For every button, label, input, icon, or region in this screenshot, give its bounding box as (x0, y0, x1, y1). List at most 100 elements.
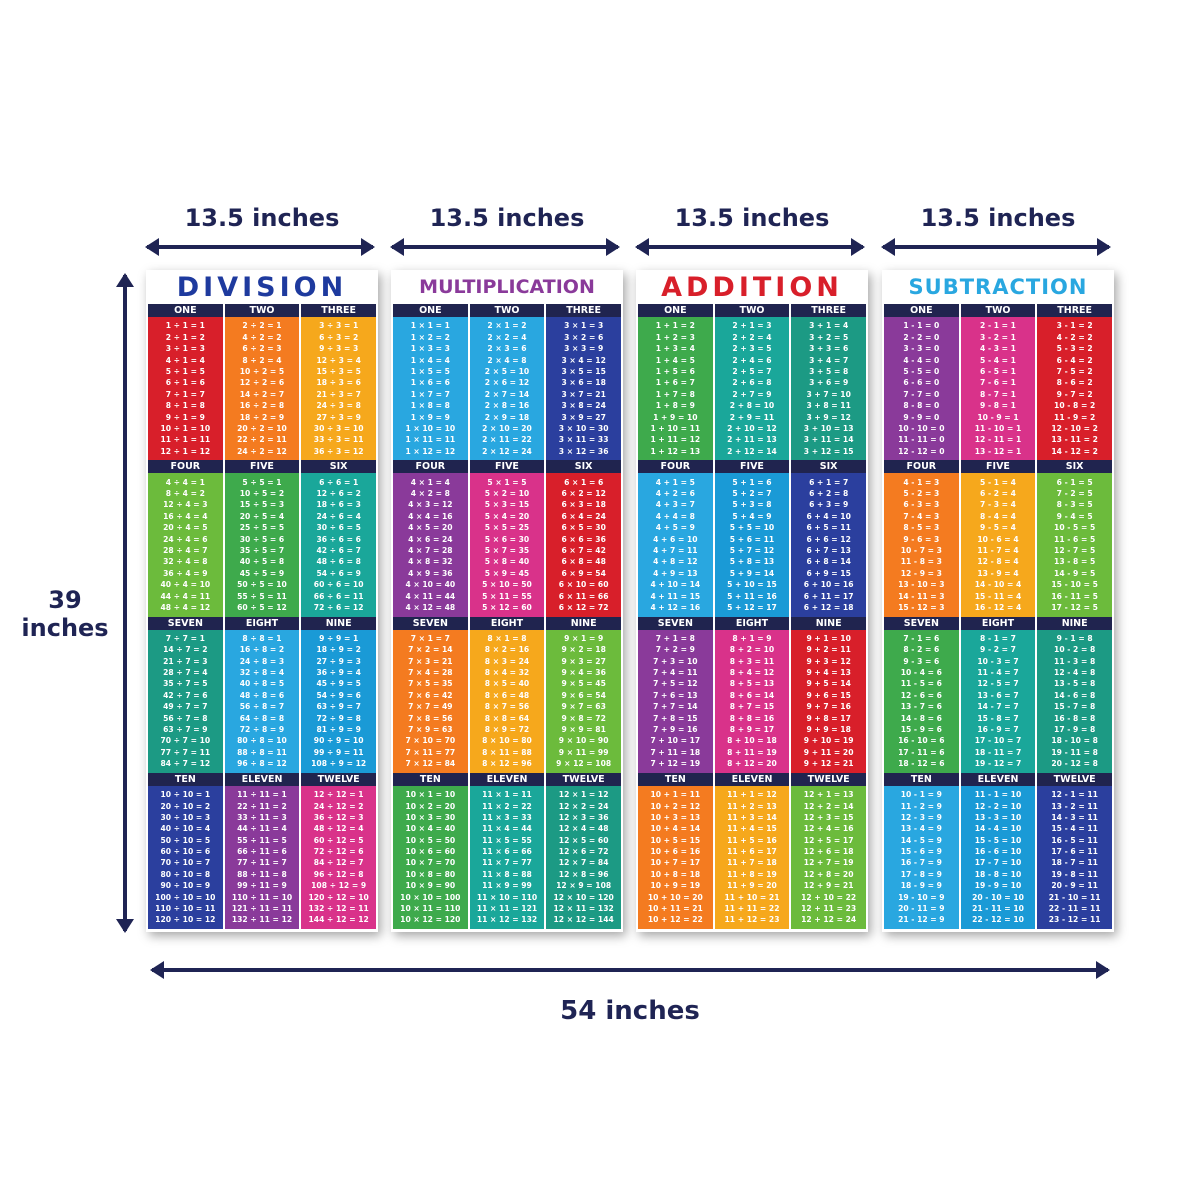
table-block: ELEVEN 11 + 1 = 12 11 + 2 = 13 11 + 3 = 14 1… (714, 772, 790, 929)
fact-line: 5 × 11 = 55 (482, 591, 532, 601)
fact-line: 6 + 12 = 18 (803, 602, 854, 612)
fact-line: 4 + 1 = 5 (655, 477, 695, 487)
fact-line: 72 ÷ 12 = 6 (313, 847, 364, 857)
fact-line: 6 + 4 = 10 (806, 511, 851, 521)
fact-line: 8 - 6 = 2 (1056, 378, 1093, 388)
table-block: TEN 10 - 1 = 9 11 - 2 = 9 12 - 3 = 9 13 - 4 … (884, 772, 959, 929)
table-block-header: NINE (546, 616, 621, 630)
fact-line: 11 ÷ 1 = 11 (160, 435, 211, 445)
table-block-header: TWO (469, 304, 545, 317)
table-block: SIX 6 ÷ 6 = 1 12 ÷ 6 = 2 18 ÷ 6 = 3 24 ÷ 6 =… (301, 460, 376, 617)
fact-line: 20 - 12 = 8 (1051, 759, 1098, 769)
fact-line: 3 × 11 = 33 (558, 435, 609, 445)
fact-line: 84 ÷ 12 = 7 (313, 858, 364, 868)
fact-line: 40 ÷ 4 = 10 (160, 580, 211, 590)
fact-line: 11 × 8 = 88 (482, 869, 532, 879)
table-block: EIGHT 8 × 1 = 8 8 × 2 = 16 8 × 3 = 24 8 × 4 … (469, 616, 545, 773)
fact-line: 11 + 6 = 17 (727, 847, 777, 857)
table-block-header: TWELVE (546, 772, 621, 786)
fact-line: 1 + 4 = 5 (655, 355, 695, 365)
fact-line: 9 + 7 = 16 (806, 702, 851, 712)
fact-line: 3 + 9 = 12 (806, 412, 851, 422)
fact-line: 48 ÷ 4 = 12 (160, 602, 211, 612)
fact-line: 12 - 1 = 11 (1051, 790, 1098, 800)
fact-line: 17 - 12 = 5 (1051, 602, 1098, 612)
fact-line: 4 + 3 = 7 (655, 500, 695, 510)
fact-line: 9 × 9 = 81 (561, 725, 606, 735)
fact-line: 35 ÷ 7 = 5 (163, 679, 208, 689)
table-block-header: TWELVE (791, 772, 866, 786)
fact-line: 6 - 2 = 4 (980, 489, 1016, 499)
table-block: TEN 10 + 1 = 11 10 + 2 = 12 10 + 3 = 13 10 +… (638, 772, 713, 929)
table-block-body: 11 - 1 = 10 12 - 2 = 10 13 - 3 = 10 14 - 4 … (960, 785, 1036, 929)
fact-line: 22 - 11 = 11 (1048, 904, 1101, 914)
fact-line: 4 × 10 = 40 (405, 580, 456, 590)
fact-line: 12 + 1 = 13 (803, 790, 854, 800)
fact-line: 12 × 8 = 96 (558, 869, 609, 879)
fact-line: 2 ÷ 2 = 1 (242, 321, 282, 331)
fact-line: 2 ÷ 1 = 2 (165, 332, 205, 342)
fact-line: 7 - 5 = 2 (1056, 366, 1093, 376)
table-block: TWELVE 12 + 1 = 13 12 + 2 = 14 12 + 3 = 15 1… (791, 772, 866, 929)
fact-line: 14 - 9 = 5 (1054, 568, 1096, 578)
fact-line: 9 + 4 = 13 (806, 668, 851, 678)
fact-line: 132 ÷ 12 = 11 (308, 904, 369, 914)
fact-line: 8 - 3 = 5 (1056, 500, 1093, 510)
fact-line: 7 - 7 = 0 (903, 389, 940, 399)
fact-line: 2 + 3 = 5 (732, 344, 772, 354)
table-block: TEN 10 × 1 = 10 10 × 2 = 20 10 × 3 = 30 10 ×… (393, 772, 468, 929)
fact-line: 4 + 10 = 14 (650, 580, 701, 590)
fact-line: 5 × 12 = 60 (482, 602, 532, 612)
fact-line: 10 - 1 = 9 (900, 790, 942, 800)
fact-line: 56 ÷ 7 = 8 (163, 713, 208, 723)
table-block: TEN 10 ÷ 10 = 1 20 ÷ 10 = 2 30 ÷ 10 = 3 40 ÷… (148, 772, 223, 929)
fact-line: 4 - 3 = 1 (980, 344, 1016, 354)
fact-line: 35 ÷ 5 = 7 (239, 545, 285, 555)
fact-line: 10 + 9 = 19 (650, 881, 701, 891)
fact-line: 2 + 9 = 11 (729, 412, 775, 422)
table-block-header: ONE (148, 304, 223, 317)
fact-line: 44 ÷ 11 = 4 (237, 824, 287, 834)
table-block-header: NINE (301, 616, 376, 630)
table-block-body: 12 × 1 = 12 12 × 2 = 24 12 × 3 = 36 12 × 4 … (546, 785, 621, 929)
fact-line: 2 × 1 = 2 (487, 321, 527, 331)
fact-line: 13 - 9 = 4 (977, 568, 1019, 578)
fact-line: 11 + 7 = 18 (727, 858, 777, 868)
fact-line: 9 × 5 = 45 (561, 679, 606, 689)
fact-line: 40 ÷ 8 = 5 (239, 679, 285, 689)
fact-line: 45 ÷ 5 = 9 (239, 568, 285, 578)
table-block-body: 8 - 1 = 7 9 - 2 = 7 10 - 3 = 7 11 - 4 = 7 12… (960, 629, 1036, 773)
fact-line: 5 + 4 = 9 (732, 511, 772, 521)
fact-line: 77 ÷ 11 = 7 (237, 858, 287, 868)
fact-line: 12 - 8 = 4 (977, 557, 1019, 567)
fact-line: 1 × 6 = 6 (410, 378, 450, 388)
fact-line: 5 × 10 = 50 (482, 580, 532, 590)
fact-line: 14 - 7 = 7 (977, 702, 1019, 712)
fact-line: 22 ÷ 2 = 11 (237, 435, 287, 445)
fact-line: 6 + 11 = 17 (803, 591, 854, 601)
fact-line: 7 + 5 = 12 (653, 679, 698, 689)
fact-line: 7 ÷ 7 = 1 (165, 633, 205, 643)
table-block-header: TWO (714, 304, 790, 317)
table-block: EIGHT 8 ÷ 8 = 1 16 ÷ 8 = 2 24 ÷ 8 = 3 32 ÷ 8… (224, 616, 300, 773)
fact-line: 19 - 10 = 9 (898, 892, 945, 902)
fact-line: 4 ÷ 4 = 1 (165, 477, 205, 487)
fact-line: 10 - 5 = 5 (1054, 523, 1096, 533)
fact-line: 1 + 2 = 3 (655, 332, 695, 342)
fact-line: 9 × 6 = 54 (561, 690, 606, 700)
table-block-header: SEVEN (884, 616, 959, 630)
table-block-header: EIGHT (960, 616, 1036, 630)
fact-line: 10 - 4 = 6 (900, 668, 942, 678)
fact-line: 4 + 6 = 10 (653, 534, 698, 544)
fact-line: 10 × 11 = 110 (400, 904, 461, 914)
fact-line: 9 - 7 = 2 (1056, 389, 1093, 399)
fact-line: 10 × 2 = 20 (405, 801, 456, 811)
